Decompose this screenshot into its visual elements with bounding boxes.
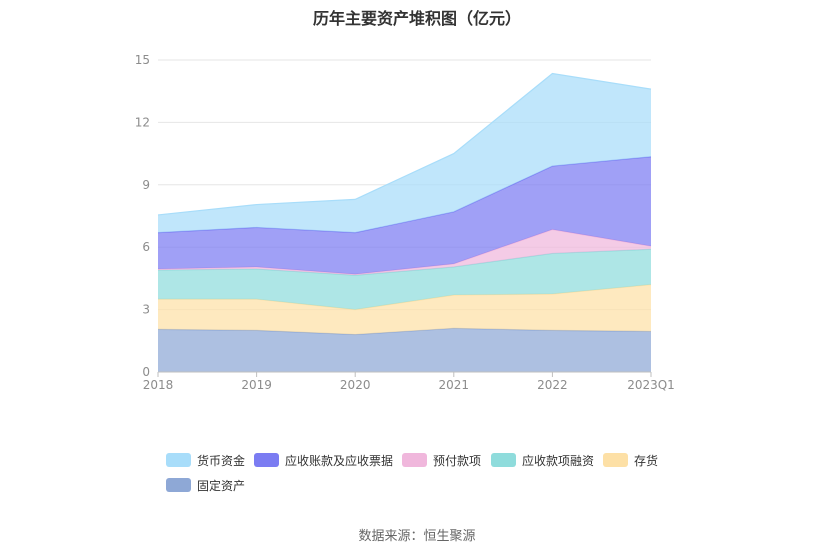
legend-swatch (254, 453, 279, 467)
area-series-4 (158, 156, 651, 275)
legend-label: 固定资产 (197, 478, 246, 493)
x-tick-label: 2018 (143, 378, 174, 392)
legend-label: 存货 (634, 453, 659, 468)
area-series-edge-5 (157, 72, 652, 216)
legend-label: 货币资金 (197, 453, 246, 468)
legend-swatch (166, 453, 191, 467)
x-tick-label: 2020 (340, 378, 371, 392)
y-tick-label: 15 (135, 53, 150, 67)
legend-item[interactable]: 应收账款及应收票据 (254, 452, 393, 468)
x-tick-label: 2019 (241, 378, 272, 392)
legend-item[interactable]: 货币资金 (166, 452, 245, 468)
legend-item[interactable]: 固定资产 (166, 477, 245, 493)
area-series-1 (158, 284, 651, 335)
axes: 0 3 6 9 12 15 2018 2019 2020 2021 2022 2023Q1 (135, 53, 675, 392)
area-series-0 (158, 328, 651, 372)
legend-swatch (491, 453, 516, 467)
data-source-note: 数据来源：恒生聚源 (358, 529, 476, 544)
legend-item[interactable]: 预付款项 (402, 452, 481, 468)
legend-label: 应收款项融资 (522, 453, 595, 468)
area-series-2 (158, 249, 651, 310)
x-tick-label: 2022 (537, 378, 568, 392)
area-series-edge-3 (157, 228, 652, 275)
y-tick-label: 0 (142, 365, 150, 379)
chart-title: 历年主要资产堆积图（亿元） (312, 9, 521, 28)
area-series (157, 72, 652, 372)
legend-item[interactable]: 存货 (603, 452, 658, 468)
y-tick-label: 3 (142, 303, 150, 317)
y-tick-label: 6 (142, 240, 150, 254)
legend-swatch (402, 453, 427, 467)
legend-swatch (166, 478, 191, 492)
area-series-3 (158, 229, 651, 276)
legend-label: 预付款项 (433, 453, 482, 468)
legend-swatch (603, 453, 628, 467)
x-tick-label: 2023Q1 (627, 378, 675, 392)
area-series-5 (158, 73, 651, 233)
y-tick-label: 9 (142, 178, 150, 192)
y-tick-label: 12 (135, 115, 150, 129)
legend-item[interactable]: 应收款项融资 (491, 452, 594, 468)
legend-label: 应收账款及应收票据 (285, 453, 394, 468)
x-tick-label: 2021 (439, 378, 470, 392)
